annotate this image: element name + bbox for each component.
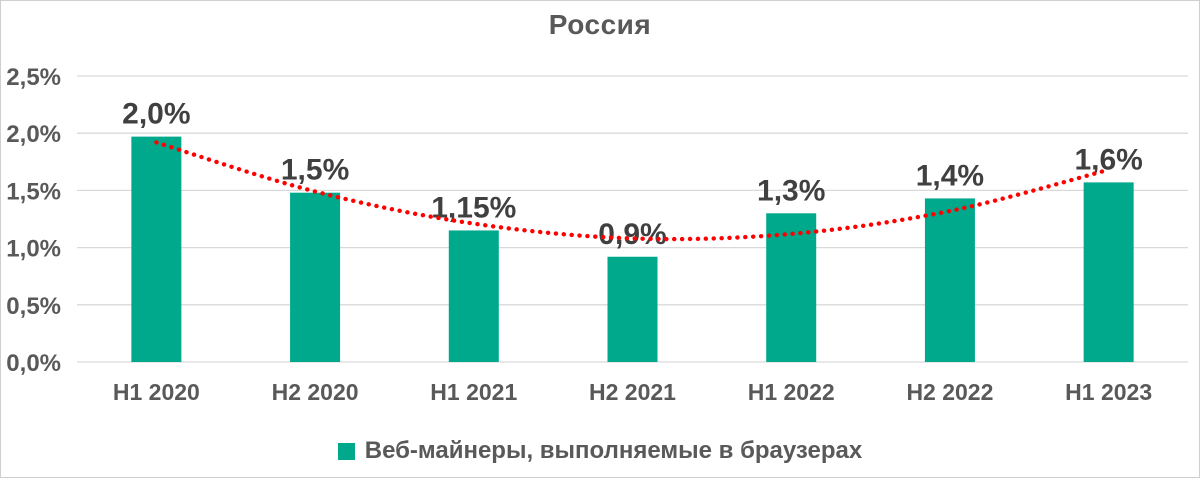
bar-value-label: 0,9% [598,218,666,251]
bar [131,136,182,362]
chart-title: Россия [548,9,652,40]
bar [290,192,341,362]
bar-value-label: 1,3% [757,174,825,207]
bar-value-label: 1,4% [916,159,984,192]
x-tick-label: H2 2021 [589,379,676,405]
legend-swatch-icon [337,442,355,460]
y-tick-label: 2,5% [6,64,61,91]
bar-value-label: 1,5% [281,154,349,187]
bar-value-label: 1,15% [431,191,516,224]
x-tick-label: H1 2021 [430,379,517,405]
x-tick-label: H1 2020 [113,379,200,405]
x-tick-label: H2 2022 [906,379,993,405]
x-tick-label: H2 2020 [272,379,359,405]
legend: Веб-майнеры, выполняемые в браузерах [1,437,1199,465]
y-tick-label: 1,0% [6,236,61,263]
bar [1083,182,1134,362]
bar [607,256,658,362]
bar-value-label: 1,6% [1074,143,1142,176]
y-tick-label: 1,5% [6,178,61,205]
y-tick-label: 0,5% [6,293,61,320]
x-tick-label: H1 2023 [1065,379,1152,405]
bar-value-label: 2,0% [122,98,190,131]
y-tick-label: 2,0% [6,121,61,148]
bar [924,198,975,362]
y-tick-label: 0,0% [6,350,61,377]
legend-label: Веб-майнеры, выполняемые в браузерах [364,437,863,464]
bar [448,230,499,362]
trendline [154,140,1111,242]
bar [766,213,817,362]
x-tick-label: H1 2022 [748,379,835,405]
